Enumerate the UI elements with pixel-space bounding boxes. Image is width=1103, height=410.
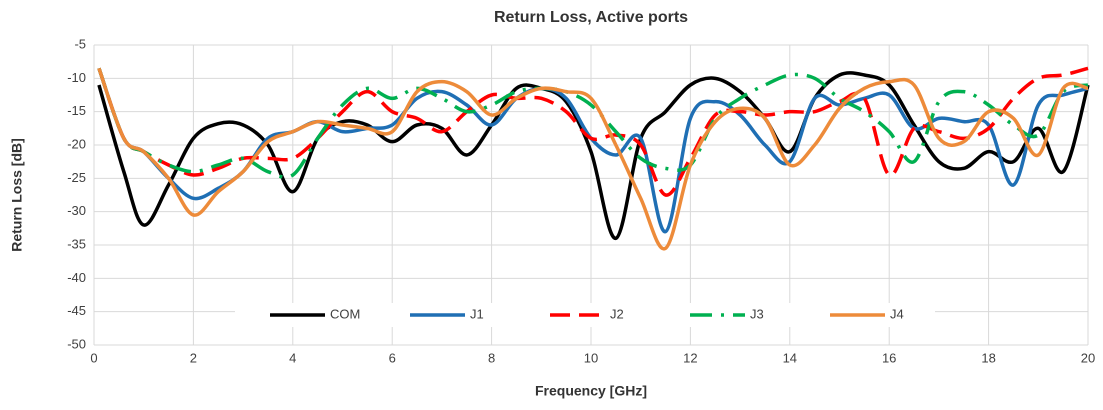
y-tick-label: -15 [67,103,86,118]
series-line [97,67,1089,179]
y-tick-label: -10 [67,70,86,85]
x-tick-label: 12 [683,350,697,365]
y-tick-label: -50 [67,336,86,351]
y-tick-label: -5 [74,36,86,51]
legend-label: COM [330,306,360,321]
x-tick-label: 18 [981,350,995,365]
legend-label: J4 [890,306,904,321]
x-tick-label: 16 [882,350,896,365]
legend-label: J3 [750,306,764,321]
x-tick-label: 20 [1081,350,1095,365]
y-tick-label: -20 [67,136,86,151]
x-tick-label: 6 [389,350,396,365]
series-line [97,67,1089,234]
y-tick-label: -25 [67,170,86,185]
x-tick-label: 4 [289,350,296,365]
x-tick-label: 0 [90,350,97,365]
chart-title: Return Loss, Active ports [494,9,688,26]
y-tick-label: -30 [67,203,86,218]
legend-label: J1 [470,306,484,321]
x-axis-title: Frequency [GHz] [535,383,647,399]
x-tick-label: 10 [584,350,598,365]
y-tick-label: -45 [67,303,86,318]
x-tick-label: 8 [488,350,495,365]
y-tick-label: -35 [67,236,86,251]
x-tick-label: 2 [190,350,197,365]
y-axis-title: Return Loss [dB] [9,138,25,252]
legend-label: J2 [610,306,624,321]
series-line [97,67,1089,251]
series-line [97,71,1090,241]
series-line [97,66,1089,197]
x-tick-label: 14 [783,350,797,365]
y-tick-label: -40 [67,270,86,285]
